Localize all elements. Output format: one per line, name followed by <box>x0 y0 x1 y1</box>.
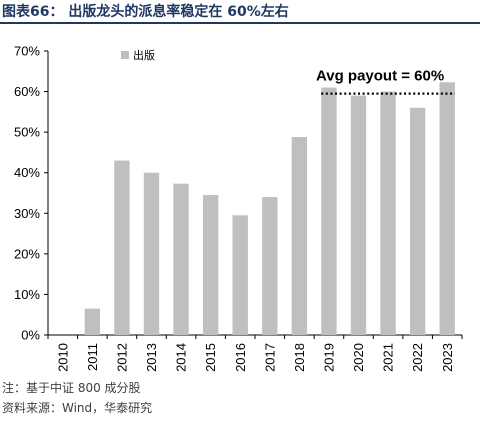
y-tick-label: 50% <box>14 125 40 140</box>
x-tick-label: 2021 <box>381 343 396 372</box>
bar <box>84 308 101 335</box>
x-tick-label: 2015 <box>203 343 218 372</box>
x-tick-label: 2011 <box>85 343 100 371</box>
bar <box>291 137 308 335</box>
x-tick-label: 2022 <box>410 343 425 372</box>
y-tick-label: 10% <box>14 287 40 302</box>
x-tick-label: 2013 <box>144 343 159 372</box>
y-tick-label: 30% <box>14 206 40 221</box>
bar <box>114 160 130 335</box>
bar <box>409 107 426 335</box>
x-tick-label: 2023 <box>440 343 455 372</box>
y-tick-label: 20% <box>14 246 40 261</box>
avg-payout-label: Avg payout = 60% <box>316 68 444 85</box>
bar <box>232 215 248 335</box>
bar <box>350 95 367 335</box>
footnote-note: 注：基于中证 800 成分股 <box>2 381 141 395</box>
bar-series <box>84 82 455 336</box>
footnote-source: 资料来源：Wind，华泰研究 <box>2 401 153 415</box>
annotation: Avg payout = 60% <box>316 68 455 95</box>
title-divider <box>0 22 480 24</box>
x-tick-label: 2016 <box>233 343 248 372</box>
x-tick-label: 2014 <box>174 343 189 372</box>
y-axis: 0% 10% 20% 30% 40% 50% 60% 70% <box>14 44 49 343</box>
x-tick-label: 2020 <box>351 343 366 372</box>
x-tick-label: 2010 <box>55 343 70 372</box>
legend-label: 出版 <box>133 48 155 62</box>
x-tick-label: 2019 <box>321 343 336 372</box>
x-tick-label: 2012 <box>114 343 129 372</box>
legend-swatch <box>121 51 129 59</box>
bar <box>321 87 337 335</box>
bar <box>173 183 189 335</box>
bar <box>143 172 160 335</box>
bar <box>202 195 219 335</box>
bar <box>439 82 455 336</box>
y-tick-label: 0% <box>21 328 40 343</box>
y-tick-label: 40% <box>14 165 40 180</box>
x-axis: 2010 2011 2012 2013 2014 2015 2016 2017 2018 2019… <box>47 334 463 372</box>
y-tick-label: 70% <box>14 44 40 59</box>
y-tick-label: 60% <box>14 84 40 99</box>
x-tick-label: 2017 <box>262 343 277 372</box>
x-tick-label: 2018 <box>292 343 307 372</box>
legend: 出版 <box>121 48 155 62</box>
bar <box>380 91 396 335</box>
bar <box>262 197 278 335</box>
chart-title: 图表66： 出版龙头的派息率稳定在 60%左右 <box>2 4 289 20</box>
